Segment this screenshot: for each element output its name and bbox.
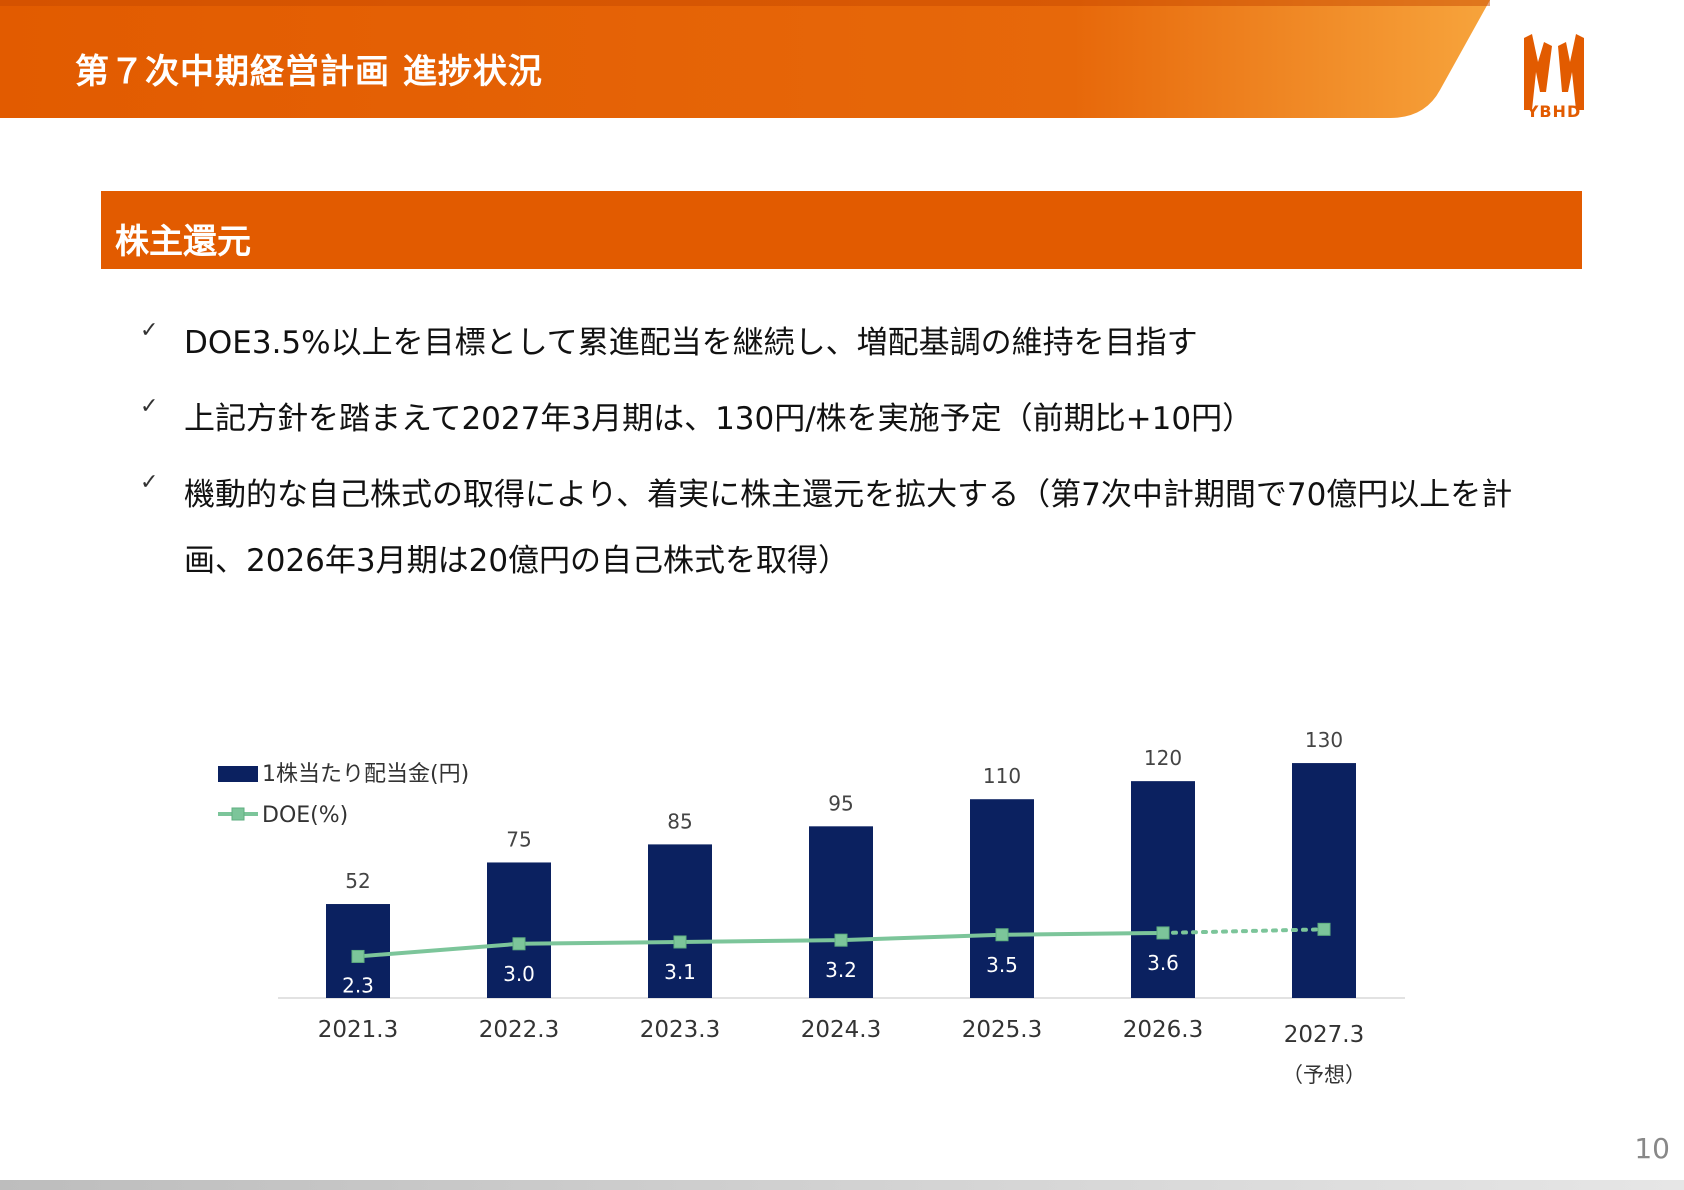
doe-marker	[1156, 926, 1170, 940]
dividend-bar	[970, 799, 1034, 998]
logo-text: YBHD	[1526, 102, 1582, 121]
company-logo-icon	[1524, 34, 1584, 110]
x-tick-label: 2023.3	[640, 1017, 720, 1043]
dividend-bar	[648, 844, 712, 998]
x-tick-label: 2026.3	[1123, 1017, 1203, 1043]
x-tick-label: 2021.3	[318, 1017, 398, 1043]
doe-marker	[351, 949, 365, 963]
check-icon: ✓	[140, 470, 159, 495]
doe-value-label: 3.5	[986, 953, 1018, 977]
x-tick-note: （予想）	[1282, 1063, 1366, 1087]
doe-value-label: 3.1	[664, 960, 696, 984]
bar-value-label: 120	[1144, 746, 1182, 770]
page-title: 第７次中期経営計画 進捗状況	[75, 52, 543, 92]
x-tick-label: 2022.3	[479, 1017, 559, 1043]
footer-line	[0, 1180, 1684, 1190]
header-band: 第７次中期経営計画 進捗状況	[0, 0, 1684, 118]
doe-value-label: 3.6	[1147, 951, 1179, 975]
section-title: 株主還元	[115, 222, 251, 262]
dividend-bar	[487, 862, 551, 998]
x-tick-label: 2024.3	[801, 1017, 881, 1043]
x-tick-label: 2027.3	[1284, 1022, 1364, 1048]
doe-marker	[512, 937, 526, 951]
page-number: 10	[1634, 1132, 1670, 1165]
doe-marker	[1317, 922, 1331, 936]
check-icon: ✓	[140, 394, 159, 419]
bar-value-label: 75	[506, 827, 531, 851]
bullet-item: ✓ 上記方針を踏まえて2027年3月期は、130円/株を実施予定（前期比+10円…	[140, 386, 1540, 452]
legend-bar-swatch	[218, 766, 258, 782]
bullet-text: DOE3.5%以上を目標として累進配当を継続し、増配基調の維持を目指す	[184, 325, 1198, 361]
x-tick-label: 2025.3	[962, 1017, 1042, 1043]
legend-bar-label: 1株当たり配当金(円)	[262, 762, 469, 787]
doe-value-label: 3.0	[503, 962, 535, 986]
check-icon: ✓	[140, 318, 159, 343]
bullet-item: ✓ 機動的な自己株式の取得により、着実に株主還元を拡大する（第7次中計期間で70…	[140, 462, 1540, 594]
bar-value-label: 52	[345, 869, 370, 893]
bullet-item: ✓ DOE3.5%以上を目標として累進配当を継続し、増配基調の維持を目指す	[140, 310, 1540, 376]
doe-marker	[995, 928, 1009, 942]
legend-line-marker	[231, 807, 245, 821]
bullet-list: ✓ DOE3.5%以上を目標として累進配当を継続し、増配基調の維持を目指す ✓ …	[140, 310, 1540, 620]
doe-value-label: 3.2	[825, 958, 857, 982]
header-band-shape	[0, 0, 1490, 118]
doe-marker	[834, 933, 848, 947]
section-bar	[101, 191, 1582, 269]
bar-value-label: 95	[828, 791, 853, 815]
dividend-bar	[1292, 763, 1356, 998]
legend-line-label: DOE(%)	[262, 803, 348, 828]
doe-forecast-line	[1161, 927, 1326, 935]
doe-line	[357, 930, 1164, 959]
dividend-chart: 52 2021.3 75 2022.3 85 2023.3 95 2024.3 110 2025.…	[218, 728, 1405, 1087]
dividend-bar	[1131, 781, 1195, 998]
bar-value-label: 110	[983, 764, 1021, 788]
bar-value-label: 85	[667, 809, 692, 833]
bar-value-label: 130	[1305, 728, 1343, 752]
doe-marker	[673, 935, 687, 949]
dividend-bar	[809, 826, 873, 998]
bullet-text: 上記方針を踏まえて2027年3月期は、130円/株を実施予定（前期比+10円）	[184, 401, 1254, 437]
bullet-text: 機動的な自己株式の取得により、着実に株主還元を拡大する（第7次中計期間で70億円…	[184, 477, 1513, 579]
doe-value-label: 2.3	[342, 973, 374, 997]
